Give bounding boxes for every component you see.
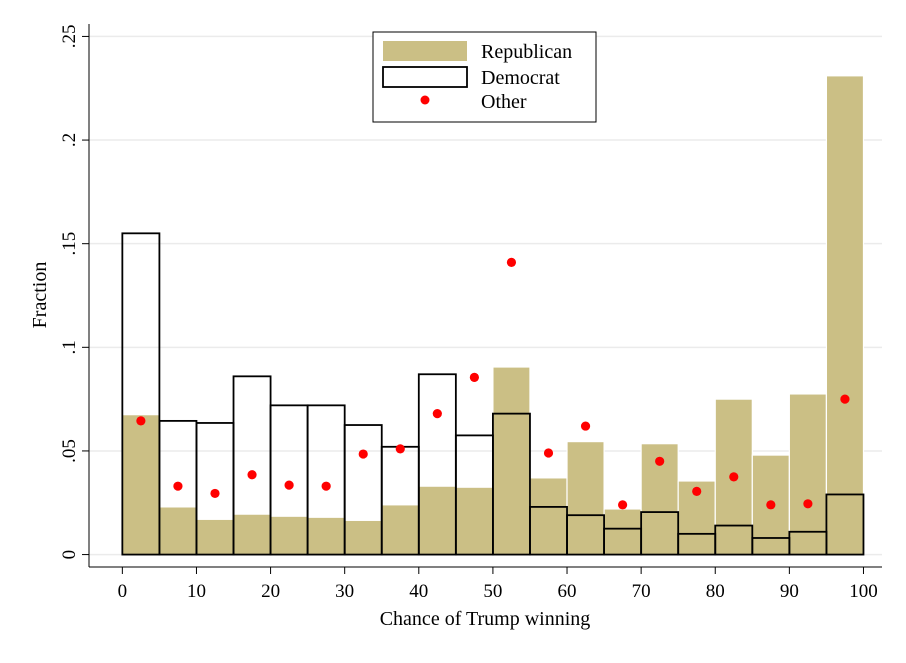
y-tick-label: .25 [59,25,80,49]
other-point [655,456,665,466]
republican-bar [121,414,161,556]
other-point [173,481,183,491]
axes: 0 .05 .1 .15 .2 .25 0 10 20 30 40 50 60 70 80 90 100 [59,24,882,602]
x-tick-label: 80 [706,581,725,602]
other-point [210,488,220,499]
y-tick-label: .05 [59,439,80,463]
legend-marker-other [420,95,430,105]
y-tick-label: .1 [59,340,80,354]
y-tick-label: 0 [59,550,80,560]
x-tick-label: 70 [632,581,651,602]
other-point [729,472,739,482]
x-tick-label: 50 [483,581,502,602]
y-tick-label: .2 [59,133,80,147]
other-point [840,394,850,404]
republican-bar [269,515,309,556]
other-point [506,257,517,267]
other-point [803,499,813,509]
legend-swatch-democrat [382,66,468,88]
republican-bar [232,513,272,556]
republican-bar [381,504,420,556]
democrat-bars [121,232,865,556]
other-point [692,486,702,496]
republican-bar [195,518,235,556]
republican-bar [158,506,198,556]
other-point [284,480,294,490]
legend: Republican Democrat Other [372,31,597,123]
x-tick-label: 90 [780,581,799,602]
other-point [618,500,628,510]
x-axis-title: Chance of Trump winning [380,608,591,630]
x-tick-label: 20 [261,581,280,602]
republican-bar [788,393,828,556]
republican-bar [825,75,865,556]
republican-bar [455,486,494,556]
legend-label-other: Other [481,91,527,113]
x-tick-label: 40 [409,581,428,602]
other-point [432,409,442,419]
legend-label-democrat: Democrat [481,67,560,89]
x-tick-label: 100 [849,581,878,602]
republican-bar [418,485,457,556]
republican-bar [344,519,383,556]
other-point [543,448,554,458]
other-point [136,416,146,426]
x-tick-label: 30 [335,581,354,602]
democrat-bar [825,493,865,556]
legend-label-republican: Republican [481,41,572,63]
other-point [580,421,591,431]
republican-bar [566,441,605,556]
y-axis-title: Fraction [29,262,51,329]
republican-bar [492,366,531,556]
republican-bar [307,516,346,556]
democrat-bar [121,232,161,556]
x-tick-label: 10 [187,581,206,602]
other-point [358,449,368,459]
x-tick-label: 60 [558,581,577,602]
democrat-bar [492,412,531,556]
other-point [321,481,331,491]
republican-bar [529,477,568,556]
republican-bar [603,508,642,556]
other-points [136,257,850,510]
other-point [247,470,257,480]
other-point [469,372,479,382]
legend-swatch-republican [383,41,467,61]
other-point [395,444,405,454]
y-tick-label: .15 [59,232,80,256]
other-point [766,500,776,510]
x-tick-label: 0 [118,581,128,602]
